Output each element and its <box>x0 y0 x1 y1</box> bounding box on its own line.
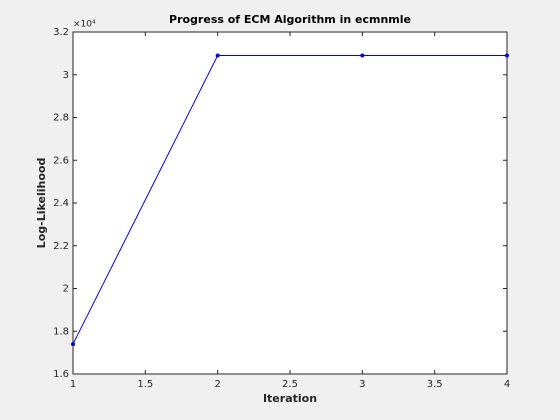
data-point <box>215 53 220 58</box>
y-tick-label: 3.2 <box>53 27 69 38</box>
y-axis-label: Log-Likelihood <box>35 158 48 249</box>
y-multiplier: ×10⁴ <box>73 20 96 30</box>
y-tick-label: 3 <box>63 70 69 81</box>
y-tick-label: 2.6 <box>53 155 69 166</box>
y-tick-label: 2.8 <box>53 113 69 124</box>
data-point <box>71 342 75 347</box>
x-tick-label: 3 <box>359 379 365 390</box>
x-tick-label: 2 <box>214 379 220 390</box>
plot-area <box>72 31 508 375</box>
y-tick-label: 2.2 <box>53 241 69 252</box>
y-tick-label: 1.8 <box>53 326 69 337</box>
x-tick-label: 1 <box>70 379 76 390</box>
y-tick-label: 1.6 <box>53 369 69 380</box>
x-tick-label: 4 <box>504 379 510 390</box>
x-tick-label: 3.5 <box>427 379 443 390</box>
chart-title: Progress of ECM Algorithm in ecmnmle <box>169 13 411 26</box>
data-line <box>72 55 507 345</box>
y-tick-label: 2.4 <box>53 198 69 209</box>
data-point <box>360 53 365 58</box>
data-point <box>505 53 509 58</box>
x-axis-label: Iteration <box>263 392 317 405</box>
y-tick-label: 2 <box>63 284 69 295</box>
x-tick-label: 2.5 <box>282 379 298 390</box>
x-tick-label: 1.5 <box>137 379 153 390</box>
